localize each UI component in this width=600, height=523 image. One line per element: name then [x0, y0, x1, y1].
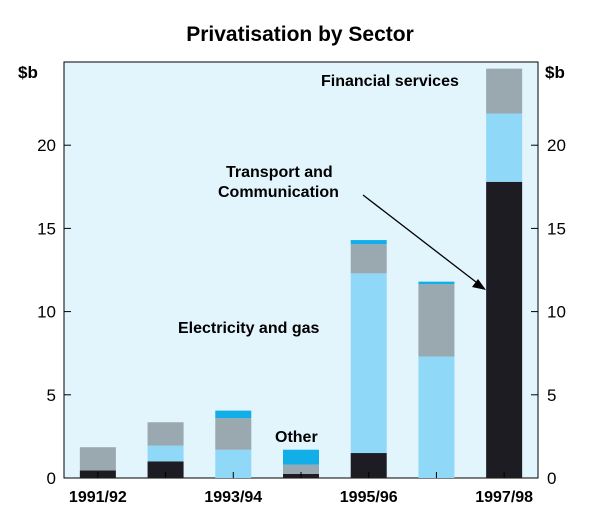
y-tick-label-right-0: 0 — [547, 469, 556, 488]
bar-1997-98-series-0 — [486, 181, 523, 478]
y-tick-label-left-10: 10 — [37, 303, 56, 322]
y-axis-unit-left: $b — [18, 63, 38, 82]
bar-1995-96-series-1 — [350, 273, 387, 454]
y-tick-label-right-20: 20 — [547, 136, 566, 155]
bar-1992-93-series-0 — [147, 461, 184, 478]
annotation-financial-services: Financial services — [321, 73, 459, 90]
y-axis-unit-right: $b — [545, 63, 565, 82]
bar-1995-96-series-2 — [350, 244, 387, 274]
bar-1994-95-series-3 — [283, 449, 319, 465]
bar-1996-97-series-1 — [418, 356, 455, 478]
plot-area — [63, 61, 539, 479]
bars-layer — [79, 68, 523, 478]
bar-1995-96-series-3 — [350, 240, 387, 245]
y-tick-label-left-0: 0 — [47, 469, 56, 488]
annotation-transport-line2: Communication — [218, 184, 339, 201]
annotations-layer: Financial services Transport and Communi… — [178, 73, 486, 446]
x-tick-label-1991-92: 1991/92 — [69, 489, 127, 506]
bar-1996-97-series-2 — [418, 284, 455, 357]
bar-1997-98-series-1 — [486, 113, 523, 182]
bar-1992-93-series-1 — [147, 445, 184, 462]
bar-1993-94-series-2 — [215, 418, 252, 450]
chart-title: Privatisation by Sector — [186, 23, 414, 46]
bar-1997-98-series-2 — [486, 68, 523, 114]
annotation-other: Other — [275, 429, 318, 446]
x-tick-label-1995-96: 1995/96 — [340, 489, 398, 506]
x-tick-label-1997-98: 1997/98 — [475, 489, 533, 506]
bar-1994-95-series-2 — [283, 464, 319, 474]
bar-1996-97-series-3 — [418, 281, 455, 285]
bar-1993-94-series-3 — [215, 410, 252, 419]
bar-1992-93-series-2 — [147, 422, 184, 446]
y-tick-label-right-10: 10 — [547, 303, 566, 322]
annotation-electricity-gas: Electricity and gas — [178, 320, 319, 337]
x-tick-label-1993-94: 1993/94 — [204, 489, 262, 506]
annotation-transport-line1: Transport and — [226, 164, 333, 181]
y-tick-label-left-5: 5 — [47, 386, 56, 405]
y-tick-label-right-15: 15 — [547, 219, 566, 238]
ticks-layer: 0 0 5 5 10 10 15 15 20 20 1991/92 1993/94 1995/96 199… — [37, 136, 566, 506]
annotation-arrow-line — [362, 194, 477, 283]
y-tick-label-left-20: 20 — [37, 136, 56, 155]
bar-1991-92-series-2 — [79, 447, 116, 471]
y-tick-label-right-5: 5 — [547, 386, 556, 405]
y-tick-label-left-15: 15 — [37, 219, 56, 238]
annotation-arrowhead — [472, 279, 486, 290]
